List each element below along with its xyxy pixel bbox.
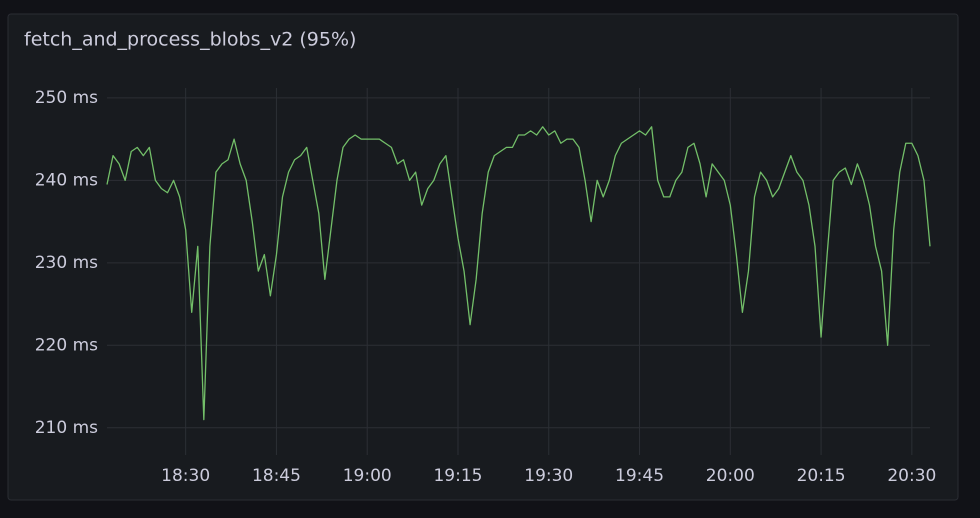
x-tick-label: 20:30 — [887, 466, 936, 486]
x-tick-label: 18:30 — [161, 466, 210, 486]
x-tick-label: 20:15 — [797, 466, 846, 486]
panel-title: fetch_and_process_blobs_v2 (95%) — [24, 29, 356, 51]
y-tick-label: 240 ms — [35, 170, 98, 190]
y-tick-label: 250 ms — [35, 88, 98, 108]
y-tick-label: 220 ms — [35, 335, 98, 355]
panel-background — [7, 13, 959, 501]
y-tick-label: 210 ms — [35, 418, 98, 438]
grid: 210 ms 220 ms 230 ms 240 ms 250 ms 18:30 18:45… — [35, 88, 937, 486]
plot — [106, 126, 931, 421]
x-tick-label: 19:00 — [343, 466, 392, 486]
x-tick-label: 19:45 — [615, 466, 664, 486]
x-tick-label: 19:30 — [524, 466, 573, 486]
x-tick-label: 18:45 — [252, 466, 301, 486]
y-tick-label: 230 ms — [35, 253, 98, 273]
x-tick-label: 20:00 — [706, 466, 755, 486]
series-line — [106, 126, 931, 421]
x-tick-label: 19:15 — [433, 466, 482, 486]
